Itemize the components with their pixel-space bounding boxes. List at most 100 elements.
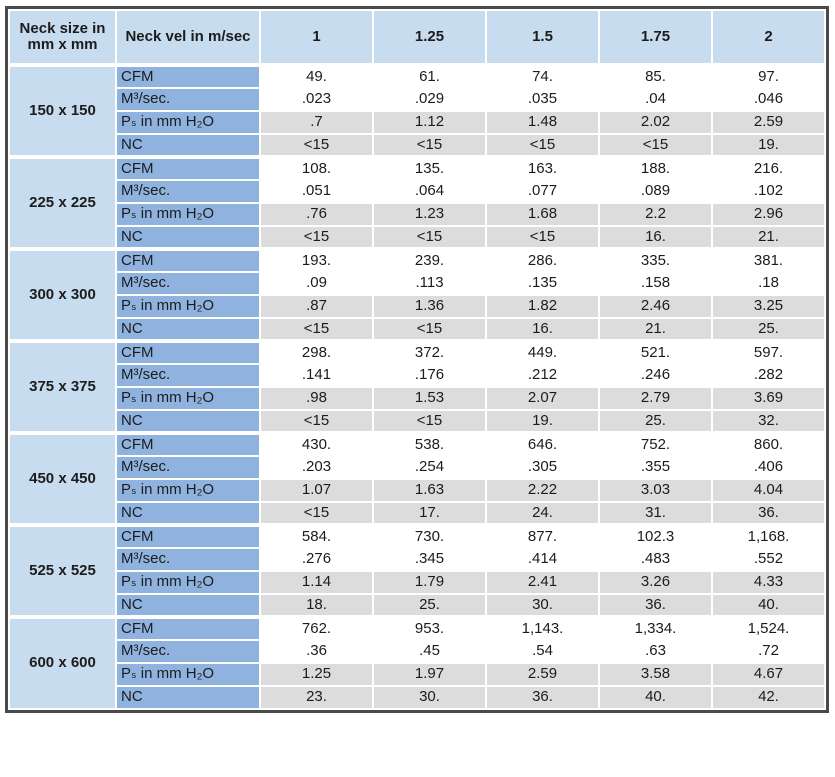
value-cell: 16. [598, 225, 713, 250]
value-cell: 1.82 [485, 294, 600, 319]
data-row: NC <15 <15 19. 25. 32. [9, 409, 826, 434]
data-row: NC 18. 25. 30. 36. 40. [9, 593, 826, 618]
value-cell: 49. [259, 64, 374, 89]
neck-size-cell: 525 x 525 [8, 524, 117, 618]
value-cell: 36. [598, 593, 713, 618]
value-cell: 239. [372, 248, 487, 273]
value-cell: .76 [259, 202, 374, 227]
value-cell: 597. [711, 340, 826, 365]
value-cell: .246 [598, 363, 713, 388]
metric-label-cell: NC [115, 225, 261, 250]
value-cell: .064 [372, 179, 487, 204]
metric-label-cell: M³/sec. [115, 363, 261, 388]
value-cell: 18. [259, 593, 374, 618]
value-cell: 2.96 [711, 202, 826, 227]
value-cell: 298. [259, 340, 374, 365]
data-row: 300 x 300 CFM 193. 239. 286. 335. 381. [8, 248, 826, 342]
value-cell: 372. [372, 340, 487, 365]
value-cell: 430. [259, 432, 374, 457]
value-cell: .345 [372, 547, 487, 572]
metric-label-cell: CFM [115, 64, 261, 89]
value-cell: .113 [372, 271, 487, 296]
velocity-column-header: 1.5 [485, 9, 600, 66]
value-cell: 23. [259, 685, 374, 710]
value-cell: 1.36 [372, 294, 487, 319]
value-cell: 3.25 [711, 294, 826, 319]
metric-label-cell: M³/sec. [115, 87, 261, 112]
data-row: NC <15 <15 <15 <15 19. [9, 133, 826, 158]
data-row: M³/sec. .276.345.414.483.552 [9, 547, 826, 572]
value-cell: 25. [598, 409, 713, 434]
neck-velocity-header: Neck vel in m/sec [115, 9, 261, 66]
neck-size-cell: 225 x 225 [8, 156, 117, 250]
value-cell: 1,168. [711, 524, 826, 549]
value-cell: 135. [372, 156, 487, 181]
value-cell: 877. [485, 524, 600, 549]
value-cell: 2.22 [485, 478, 600, 503]
value-cell: 1.14 [259, 570, 374, 595]
value-cell: .18 [711, 271, 826, 296]
metric-label-cell: M³/sec. [115, 271, 261, 296]
neck-size-cell: 150 x 150 [8, 64, 117, 158]
data-row: NC <15 <15 16. 21. 25. [9, 317, 826, 342]
metric-label-cell: NC [115, 593, 261, 618]
data-row: M³/sec. .203.254.305.355.406 [9, 455, 826, 480]
value-cell: .7 [259, 110, 374, 135]
value-cell: <15 [259, 317, 374, 342]
value-cell: .046 [711, 87, 826, 112]
value-cell: .04 [598, 87, 713, 112]
velocity-column-header: 1.75 [598, 9, 713, 66]
metric-label-cell: CFM [115, 432, 261, 457]
size-group: 600 x 600 CFM 762. 953. 1,143. 1,334. 1,524. M³… [8, 616, 826, 710]
value-cell: <15 [372, 317, 487, 342]
value-cell: 1,524. [711, 616, 826, 641]
value-cell: <15 [372, 133, 487, 158]
value-cell: 860. [711, 432, 826, 457]
value-cell: 335. [598, 248, 713, 273]
header-row: Neck size in mm x mm Neck vel in m/sec 1… [8, 9, 826, 66]
value-cell: .552 [711, 547, 826, 572]
value-cell: 188. [598, 156, 713, 181]
metric-label-cell: CFM [115, 616, 261, 641]
value-cell: 2.79 [598, 386, 713, 411]
value-cell: 31. [598, 501, 713, 526]
value-cell: <15 [259, 133, 374, 158]
data-row: M³/sec. .023.029.035.04.046 [9, 87, 826, 112]
value-cell: 381. [711, 248, 826, 273]
value-cell: 2.46 [598, 294, 713, 319]
data-row: M³/sec. .36.45.54.63.72 [9, 639, 826, 664]
neck-size-cell: 375 x 375 [8, 340, 117, 434]
value-cell: 1.53 [372, 386, 487, 411]
value-cell: 1.23 [372, 202, 487, 227]
value-cell: .135 [485, 271, 600, 296]
value-cell: 19. [485, 409, 600, 434]
value-cell: 40. [711, 593, 826, 618]
value-cell: 19. [711, 133, 826, 158]
value-cell: <15 [259, 225, 374, 250]
value-cell: .87 [259, 294, 374, 319]
diffuser-sizing-table-frame: Neck size in mm x mm Neck vel in m/sec 1… [5, 6, 829, 713]
value-cell: 1.63 [372, 478, 487, 503]
value-cell: 24. [485, 501, 600, 526]
value-cell: 3.69 [711, 386, 826, 411]
value-cell: 2.02 [598, 110, 713, 135]
diffuser-sizing-table: Neck size in mm x mm Neck vel in m/sec 1… [8, 9, 826, 710]
neck-size-header: Neck size in mm x mm [8, 9, 117, 66]
data-row: M³/sec. .051.064.077.089.102 [9, 179, 826, 204]
value-cell: 21. [711, 225, 826, 250]
value-cell: .023 [259, 87, 374, 112]
value-cell: 17. [372, 501, 487, 526]
value-cell: 2.41 [485, 570, 600, 595]
metric-label-cell: NC [115, 133, 261, 158]
metric-label-cell: Pₛ in mm H₂O [115, 570, 261, 595]
data-row: 375 x 375 CFM 298. 372. 449. 521. 597. [8, 340, 826, 434]
data-row: Pₛ in mm H₂O .7 1.12 1.48 2.02 2.59 [9, 110, 826, 135]
value-cell: 25. [711, 317, 826, 342]
data-row: M³/sec. .09.113.135.158.18 [9, 271, 826, 296]
value-cell: 74. [485, 64, 600, 89]
value-cell: 102.3 [598, 524, 713, 549]
value-cell: .089 [598, 179, 713, 204]
data-row: 450 x 450 CFM 430. 538. 646. 752. 860. [8, 432, 826, 526]
value-cell: 752. [598, 432, 713, 457]
